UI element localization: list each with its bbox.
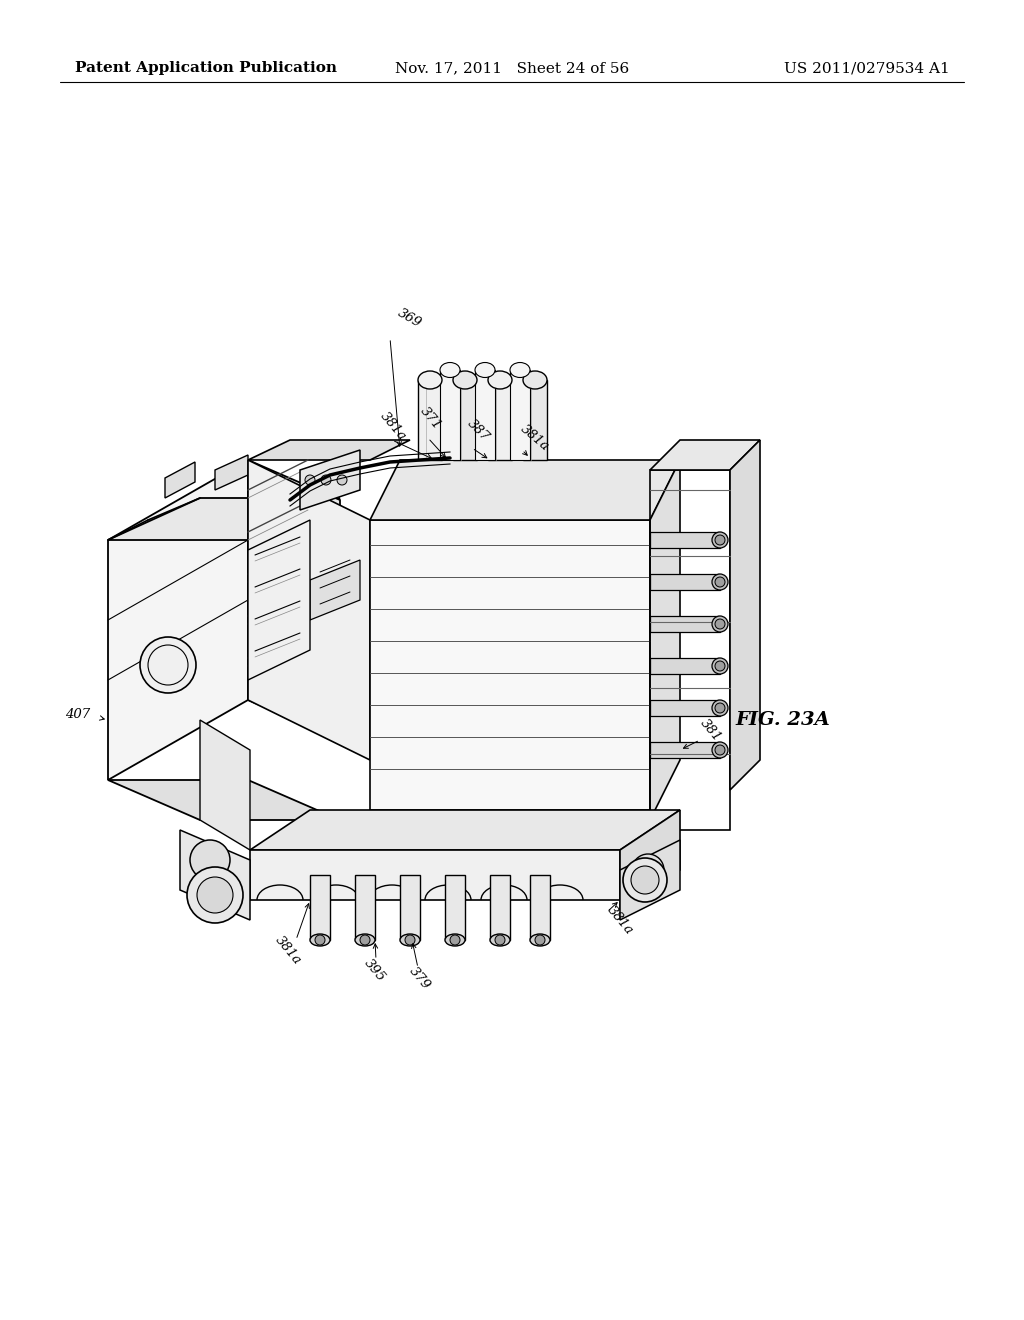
Circle shape xyxy=(140,638,196,693)
Ellipse shape xyxy=(510,363,530,378)
Text: FIG. 23A: FIG. 23A xyxy=(735,711,829,729)
Circle shape xyxy=(715,744,725,755)
Polygon shape xyxy=(248,440,410,459)
Polygon shape xyxy=(215,455,248,490)
Ellipse shape xyxy=(490,935,510,946)
Ellipse shape xyxy=(400,935,420,946)
Polygon shape xyxy=(650,574,720,590)
Polygon shape xyxy=(370,520,650,810)
Polygon shape xyxy=(108,459,248,780)
Text: 381a: 381a xyxy=(272,933,303,966)
Polygon shape xyxy=(108,780,340,820)
Circle shape xyxy=(715,619,725,630)
Circle shape xyxy=(305,475,315,484)
Polygon shape xyxy=(510,370,530,459)
Text: 381a: 381a xyxy=(605,903,636,937)
Polygon shape xyxy=(200,719,250,850)
Polygon shape xyxy=(310,560,360,620)
Ellipse shape xyxy=(712,574,728,590)
Circle shape xyxy=(631,866,659,894)
Circle shape xyxy=(632,854,664,886)
Circle shape xyxy=(190,840,230,880)
Ellipse shape xyxy=(712,657,728,675)
Text: 381a: 381a xyxy=(518,422,552,454)
Ellipse shape xyxy=(475,363,495,378)
Polygon shape xyxy=(310,875,330,940)
Polygon shape xyxy=(445,875,465,940)
Polygon shape xyxy=(650,459,680,820)
Circle shape xyxy=(315,935,325,945)
Circle shape xyxy=(535,935,545,945)
Polygon shape xyxy=(453,380,477,459)
Polygon shape xyxy=(620,840,680,920)
Polygon shape xyxy=(650,742,720,758)
Ellipse shape xyxy=(712,616,728,632)
Text: 407: 407 xyxy=(65,709,90,722)
Text: 379: 379 xyxy=(407,964,433,991)
Polygon shape xyxy=(165,462,195,498)
Polygon shape xyxy=(300,450,360,510)
Polygon shape xyxy=(650,440,760,470)
Polygon shape xyxy=(248,459,340,741)
Polygon shape xyxy=(730,440,760,789)
Polygon shape xyxy=(248,520,310,680)
Text: 395: 395 xyxy=(361,956,388,983)
Circle shape xyxy=(187,867,243,923)
Circle shape xyxy=(715,704,725,713)
Circle shape xyxy=(715,661,725,671)
Text: 371: 371 xyxy=(418,404,444,432)
Ellipse shape xyxy=(523,371,547,389)
Polygon shape xyxy=(650,700,720,715)
Text: US 2011/0279534 A1: US 2011/0279534 A1 xyxy=(784,61,950,75)
Polygon shape xyxy=(418,380,442,459)
Text: 387: 387 xyxy=(465,417,492,444)
Ellipse shape xyxy=(488,371,512,389)
Circle shape xyxy=(623,858,667,902)
Ellipse shape xyxy=(418,371,442,389)
Polygon shape xyxy=(250,810,680,850)
Polygon shape xyxy=(523,380,547,459)
Polygon shape xyxy=(530,875,550,940)
Polygon shape xyxy=(620,810,680,909)
Ellipse shape xyxy=(712,700,728,715)
Polygon shape xyxy=(370,459,680,520)
Circle shape xyxy=(406,935,415,945)
Polygon shape xyxy=(440,370,460,459)
Polygon shape xyxy=(355,875,375,940)
Polygon shape xyxy=(488,380,512,459)
Polygon shape xyxy=(250,850,620,900)
Text: 381a: 381a xyxy=(378,409,410,442)
Text: Patent Application Publication: Patent Application Publication xyxy=(75,61,337,75)
Polygon shape xyxy=(650,532,720,548)
Polygon shape xyxy=(650,616,720,632)
Ellipse shape xyxy=(530,935,550,946)
Ellipse shape xyxy=(712,742,728,758)
Ellipse shape xyxy=(445,935,465,946)
Ellipse shape xyxy=(355,935,375,946)
Circle shape xyxy=(197,876,233,913)
Circle shape xyxy=(360,935,370,945)
Circle shape xyxy=(715,577,725,587)
Circle shape xyxy=(495,935,505,945)
Polygon shape xyxy=(490,875,510,940)
Polygon shape xyxy=(650,657,720,675)
Text: Nov. 17, 2011   Sheet 24 of 56: Nov. 17, 2011 Sheet 24 of 56 xyxy=(395,61,629,75)
Ellipse shape xyxy=(712,532,728,548)
Polygon shape xyxy=(108,498,340,540)
Polygon shape xyxy=(180,830,250,920)
Circle shape xyxy=(715,535,725,545)
Text: 369: 369 xyxy=(395,306,423,330)
Polygon shape xyxy=(400,875,420,940)
Ellipse shape xyxy=(453,371,477,389)
Polygon shape xyxy=(248,459,370,760)
Polygon shape xyxy=(475,370,495,459)
Text: 381: 381 xyxy=(698,717,724,743)
Circle shape xyxy=(337,475,347,484)
Ellipse shape xyxy=(310,935,330,946)
Circle shape xyxy=(450,935,460,945)
Circle shape xyxy=(321,475,331,484)
Ellipse shape xyxy=(440,363,460,378)
